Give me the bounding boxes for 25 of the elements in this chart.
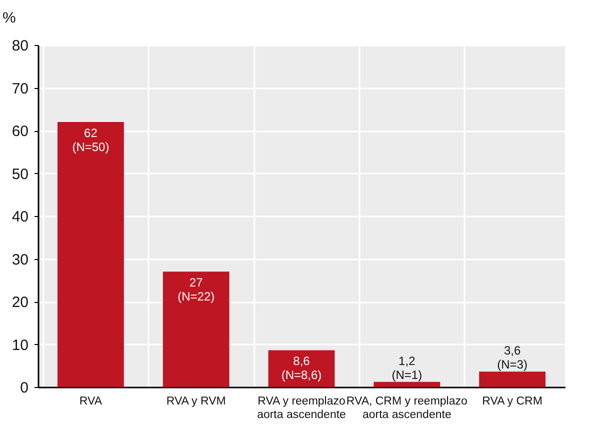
data-label: 3,6 (N=3) bbox=[497, 344, 528, 372]
x-tick-label: RVA y CRM bbox=[482, 396, 542, 408]
bar bbox=[479, 372, 546, 387]
x-tick-label: RVA, CRM y reemplazo aorta ascendente bbox=[346, 396, 468, 421]
y-tick-label: 50 bbox=[12, 166, 28, 183]
x-tick-label: RVA bbox=[79, 396, 102, 408]
y-tick-label: 60 bbox=[12, 123, 28, 140]
y-tick-label: 70 bbox=[12, 80, 28, 98]
bar bbox=[162, 272, 230, 387]
data-label: 27 (N=22) bbox=[178, 276, 215, 304]
bar bbox=[268, 350, 335, 387]
data-label: 62 (N=50) bbox=[72, 126, 110, 154]
y-axis-title: % bbox=[2, 10, 16, 26]
x-tick-label: RVA y reemplazo aorta ascendente bbox=[257, 396, 346, 421]
data-label: 8,6 (N=8,6) bbox=[281, 354, 322, 382]
y-tick-label: 10 bbox=[12, 336, 28, 354]
x-tick-label: RVA y RVM bbox=[166, 396, 226, 408]
bar bbox=[58, 122, 124, 387]
y-tick-label: 30 bbox=[12, 251, 28, 268]
y-tick-label: 0 bbox=[20, 380, 28, 396]
y-tick-label: 20 bbox=[12, 294, 28, 311]
y-tick-label: 40 bbox=[12, 208, 28, 226]
data-label: 1,2 (N=1) bbox=[392, 354, 422, 382]
y-tick-label: 80 bbox=[12, 38, 28, 54]
bar bbox=[374, 382, 440, 387]
